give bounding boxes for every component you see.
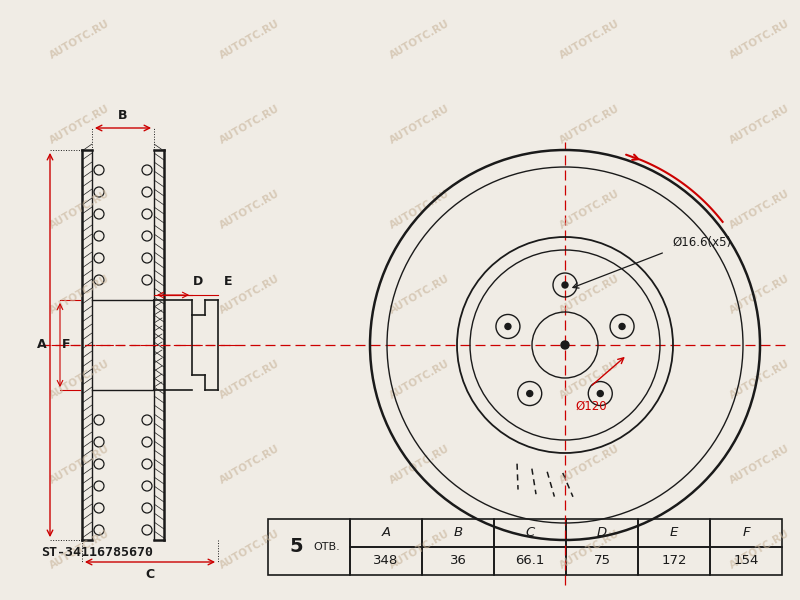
- Text: AUTOTC.RU: AUTOTC.RU: [728, 19, 792, 61]
- Text: AUTOTC.RU: AUTOTC.RU: [218, 359, 282, 401]
- Text: AUTOTC.RU: AUTOTC.RU: [388, 529, 452, 571]
- Text: AUTOTC.RU: AUTOTC.RU: [388, 359, 452, 401]
- Text: D: D: [597, 527, 607, 539]
- Text: 5: 5: [290, 538, 303, 557]
- Text: 348: 348: [374, 554, 398, 568]
- Text: B: B: [454, 527, 462, 539]
- Text: AUTOTC.RU: AUTOTC.RU: [728, 104, 792, 146]
- Bar: [494, 519, 566, 547]
- Circle shape: [526, 391, 533, 397]
- Bar: [566, 547, 638, 575]
- Text: AUTOTC.RU: AUTOTC.RU: [388, 19, 452, 61]
- Text: AUTOTC.RU: AUTOTC.RU: [388, 104, 452, 146]
- Circle shape: [562, 282, 568, 288]
- Text: ST-34116785670: ST-34116785670: [41, 545, 153, 559]
- Text: AUTOTC.RU: AUTOTC.RU: [48, 444, 112, 486]
- Bar: [710, 547, 782, 575]
- Text: AUTOTC.RU: AUTOTC.RU: [558, 274, 622, 316]
- Text: AUTOTC.RU: AUTOTC.RU: [558, 104, 622, 146]
- Text: AUTOTC.RU: AUTOTC.RU: [218, 274, 282, 316]
- Bar: [566, 519, 638, 547]
- Text: Ø16.6(x5): Ø16.6(x5): [672, 236, 731, 249]
- Bar: [350, 547, 422, 575]
- Text: A: A: [37, 338, 47, 352]
- Text: AUTOTC.RU: AUTOTC.RU: [218, 444, 282, 486]
- Text: B: B: [118, 109, 128, 122]
- Circle shape: [561, 341, 569, 349]
- Text: AUTOTC.RU: AUTOTC.RU: [218, 189, 282, 231]
- Text: AUTOTC.RU: AUTOTC.RU: [48, 359, 112, 401]
- Text: AUTOTC.RU: AUTOTC.RU: [558, 359, 622, 401]
- Text: AUTOTC.RU: AUTOTC.RU: [728, 359, 792, 401]
- Text: AUTOTC.RU: AUTOTC.RU: [728, 189, 792, 231]
- Text: AUTOTC.RU: AUTOTC.RU: [728, 444, 792, 486]
- Bar: [638, 519, 710, 547]
- Bar: [494, 547, 566, 575]
- Bar: [710, 519, 782, 547]
- Circle shape: [505, 323, 511, 329]
- Circle shape: [598, 391, 603, 397]
- Text: 154: 154: [734, 554, 758, 568]
- Text: AUTOTC.RU: AUTOTC.RU: [218, 104, 282, 146]
- Circle shape: [619, 323, 625, 329]
- Text: C: C: [146, 568, 154, 581]
- Text: E: E: [224, 275, 232, 288]
- Text: AUTOTC.RU: AUTOTC.RU: [388, 189, 452, 231]
- Text: F: F: [62, 338, 70, 352]
- Text: AUTOTC.RU: AUTOTC.RU: [558, 444, 622, 486]
- Bar: [268, 519, 350, 575]
- Text: AUTOTC.RU: AUTOTC.RU: [388, 274, 452, 316]
- Text: 36: 36: [450, 554, 466, 568]
- Text: AUTOTC.RU: AUTOTC.RU: [48, 19, 112, 61]
- Text: AUTOTC.RU: AUTOTC.RU: [48, 104, 112, 146]
- Text: 66.1: 66.1: [515, 554, 545, 568]
- Bar: [422, 547, 494, 575]
- Text: Ø120: Ø120: [575, 400, 606, 413]
- Text: AUTOTC.RU: AUTOTC.RU: [558, 189, 622, 231]
- Text: AUTOTC.RU: AUTOTC.RU: [558, 19, 622, 61]
- Text: AUTOTC.RU: AUTOTC.RU: [48, 189, 112, 231]
- Text: D: D: [193, 275, 203, 288]
- Text: 75: 75: [594, 554, 610, 568]
- Text: AUTOTC.RU: AUTOTC.RU: [218, 529, 282, 571]
- Text: 172: 172: [662, 554, 686, 568]
- Text: E: E: [670, 527, 678, 539]
- Text: AUTOTC.RU: AUTOTC.RU: [48, 274, 112, 316]
- Text: A: A: [382, 527, 390, 539]
- Text: AUTOTC.RU: AUTOTC.RU: [218, 19, 282, 61]
- Text: AUTOTC.RU: AUTOTC.RU: [558, 529, 622, 571]
- Text: AUTOTC.RU: AUTOTC.RU: [728, 274, 792, 316]
- Text: ОТВ.: ОТВ.: [314, 542, 341, 552]
- Bar: [350, 519, 422, 547]
- Text: C: C: [526, 527, 534, 539]
- Text: AUTOTC.RU: AUTOTC.RU: [728, 529, 792, 571]
- Bar: [638, 547, 710, 575]
- Text: AUTOTC.RU: AUTOTC.RU: [388, 444, 452, 486]
- Bar: [422, 519, 494, 547]
- Text: F: F: [742, 527, 750, 539]
- Text: AUTOTC.RU: AUTOTC.RU: [48, 529, 112, 571]
